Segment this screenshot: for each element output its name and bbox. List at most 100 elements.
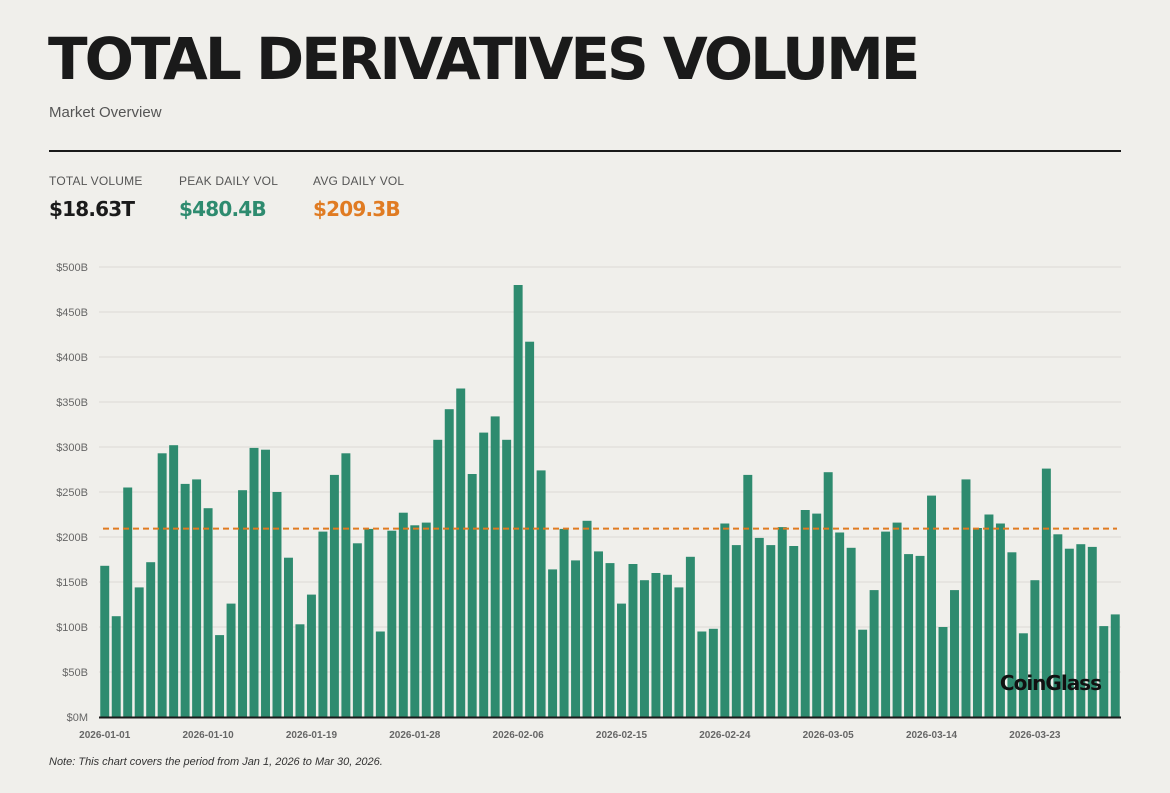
bar xyxy=(950,590,959,717)
bar xyxy=(1018,633,1028,717)
bar xyxy=(318,531,328,717)
y-tick-label: $200B xyxy=(56,532,88,544)
bar xyxy=(812,513,822,717)
x-tick-label: 2026-01-28 xyxy=(389,730,441,741)
bar xyxy=(249,447,259,717)
bar xyxy=(1053,534,1063,717)
bar xyxy=(617,603,626,717)
bar xyxy=(789,546,799,717)
stat-value: $18.63T xyxy=(49,197,135,221)
bar xyxy=(708,628,718,717)
bar xyxy=(123,487,133,717)
bar xyxy=(352,543,362,717)
chart-subtitle: Market Overview xyxy=(49,104,162,121)
bar xyxy=(146,562,156,717)
stat-label: AVG DAILY VOL xyxy=(313,174,405,188)
bar xyxy=(490,416,500,717)
y-tick-label: $400B xyxy=(56,352,88,364)
bar xyxy=(398,512,408,717)
bar xyxy=(283,557,293,717)
bar xyxy=(594,551,603,717)
y-tick-label: $250B xyxy=(56,487,88,499)
y-tick-label: $450B xyxy=(56,307,88,319)
bar xyxy=(846,547,856,717)
bar xyxy=(777,527,787,717)
bar xyxy=(100,565,110,717)
bar xyxy=(226,603,236,717)
bar xyxy=(582,520,592,717)
bar xyxy=(651,573,661,717)
bar xyxy=(754,537,764,717)
bar xyxy=(881,531,891,717)
bar xyxy=(1041,468,1051,717)
bar xyxy=(835,532,845,717)
chart-note: Note: This chart covers the period from … xyxy=(49,756,383,768)
bar xyxy=(1064,548,1074,717)
bar xyxy=(375,631,385,717)
bar xyxy=(559,528,569,717)
bar xyxy=(605,563,615,717)
y-tick-label: $500B xyxy=(56,262,88,274)
bar xyxy=(536,470,546,717)
bar xyxy=(995,523,1005,717)
bar xyxy=(938,627,948,717)
bar xyxy=(915,555,925,717)
bar xyxy=(444,409,454,717)
y-tick-label: $50B xyxy=(62,667,88,679)
bar xyxy=(571,560,581,717)
bar xyxy=(169,445,179,717)
bar xyxy=(731,545,741,717)
bar xyxy=(525,341,535,717)
bar xyxy=(823,472,833,717)
bar xyxy=(238,490,248,717)
bar xyxy=(387,530,397,717)
x-tick-labels: 2026-01-01 2026-01-10 2026-01-19 2026-01-28… xyxy=(79,730,1061,741)
y-tick-label: $150B xyxy=(56,577,88,589)
x-tick-label: 2026-02-24 xyxy=(699,730,751,741)
bar xyxy=(111,616,121,717)
bar xyxy=(685,556,695,717)
bar xyxy=(904,554,914,717)
bar xyxy=(628,564,638,717)
bar xyxy=(329,474,339,717)
bar xyxy=(467,474,477,717)
bar xyxy=(215,635,225,717)
bar xyxy=(984,514,994,717)
bar xyxy=(639,580,649,717)
bar xyxy=(203,508,213,717)
bar xyxy=(892,522,902,717)
bar xyxy=(410,525,420,717)
bar xyxy=(433,439,443,717)
bar xyxy=(720,523,730,717)
bar xyxy=(364,528,374,717)
y-tick-label: $0M xyxy=(67,712,88,724)
bar xyxy=(295,624,305,717)
bar xyxy=(341,453,351,717)
y-tick-label: $300B xyxy=(56,442,88,454)
bar xyxy=(261,449,270,717)
bar xyxy=(421,522,431,717)
y-tick-label: $100B xyxy=(56,622,88,634)
bar xyxy=(456,388,466,717)
bar xyxy=(306,594,316,717)
bar xyxy=(766,545,776,717)
bars xyxy=(100,285,1120,717)
y-tick-labels: $0M $50B $100B $150B $200B $250B $300B $350B $40… xyxy=(56,262,88,724)
stat-value: $480.4B xyxy=(179,197,267,221)
chart-title: TOTAL DERIVATIVES VOLUME xyxy=(48,25,920,93)
x-tick-label: 2026-03-14 xyxy=(906,730,958,741)
x-tick-label: 2026-02-06 xyxy=(493,730,545,741)
bar xyxy=(869,590,879,717)
bar xyxy=(157,453,167,717)
bar xyxy=(1076,544,1086,717)
stat-avg-daily-vol: AVG DAILY VOL $209.3B xyxy=(313,174,404,221)
bar xyxy=(961,479,971,717)
bar xyxy=(662,574,672,717)
bar xyxy=(502,439,512,717)
y-tick-label: $350B xyxy=(56,397,88,409)
header-divider xyxy=(49,150,1121,152)
bar xyxy=(1007,552,1017,717)
bar xyxy=(858,629,868,717)
x-tick-label: 2026-01-01 xyxy=(79,730,131,741)
